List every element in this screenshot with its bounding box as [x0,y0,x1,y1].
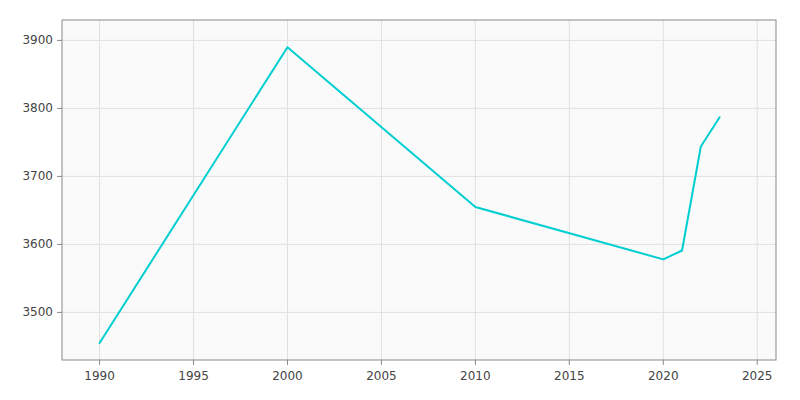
x-tick-label: 2010 [460,369,491,383]
x-tick-label: 2025 [742,369,773,383]
y-tick-label: 3900 [22,33,53,47]
x-tick [475,360,476,365]
y-grid-line [62,312,776,313]
y-tick-label: 3700 [22,169,53,183]
plot-frame [62,20,776,360]
x-tick-label: 2020 [648,369,679,383]
x-tick [663,360,664,365]
y-tick [57,176,62,177]
x-tick-label: 2015 [554,369,585,383]
x-grid-line [475,20,476,360]
y-grid-line [62,244,776,245]
x-tick-label: 1995 [178,369,209,383]
x-grid-line [381,20,382,360]
x-tick [757,360,758,365]
data-layer [100,47,720,343]
chart-container: 1990 1995 2000 2005 2010 2015 2020 2025 3500 3600… [0,0,800,400]
x-grid-line [663,20,664,360]
y-tick [57,40,62,41]
x-tick [287,360,288,365]
y-tick [57,244,62,245]
chart-svg: 1990 1995 2000 2005 2010 2015 2020 2025 3500 3600… [0,0,800,400]
y-grid-line [62,40,776,41]
y-tick [57,312,62,313]
y-grid-line [62,176,776,177]
y-grid-line [62,108,776,109]
tick-labels: 1990 1995 2000 2005 2010 2015 2020 2025 3500 3600… [22,33,772,383]
x-tick [99,360,100,365]
grid [57,20,776,365]
y-tick-label: 3500 [22,305,53,319]
x-tick [381,360,382,365]
x-tick-label: 1990 [84,369,115,383]
y-tick-label: 3600 [22,237,53,251]
x-tick [569,360,570,365]
y-tick-label: 3800 [22,101,53,115]
plot-background [62,20,776,360]
y-tick [57,108,62,109]
x-tick [193,360,194,365]
x-grid-line [99,20,100,360]
x-grid-line [287,20,288,360]
x-tick-label: 2000 [272,369,303,383]
line [100,47,720,343]
x-tick-label: 2005 [366,369,397,383]
x-grid-line [193,20,194,360]
x-grid-line [757,20,758,360]
x-grid-line [569,20,570,360]
